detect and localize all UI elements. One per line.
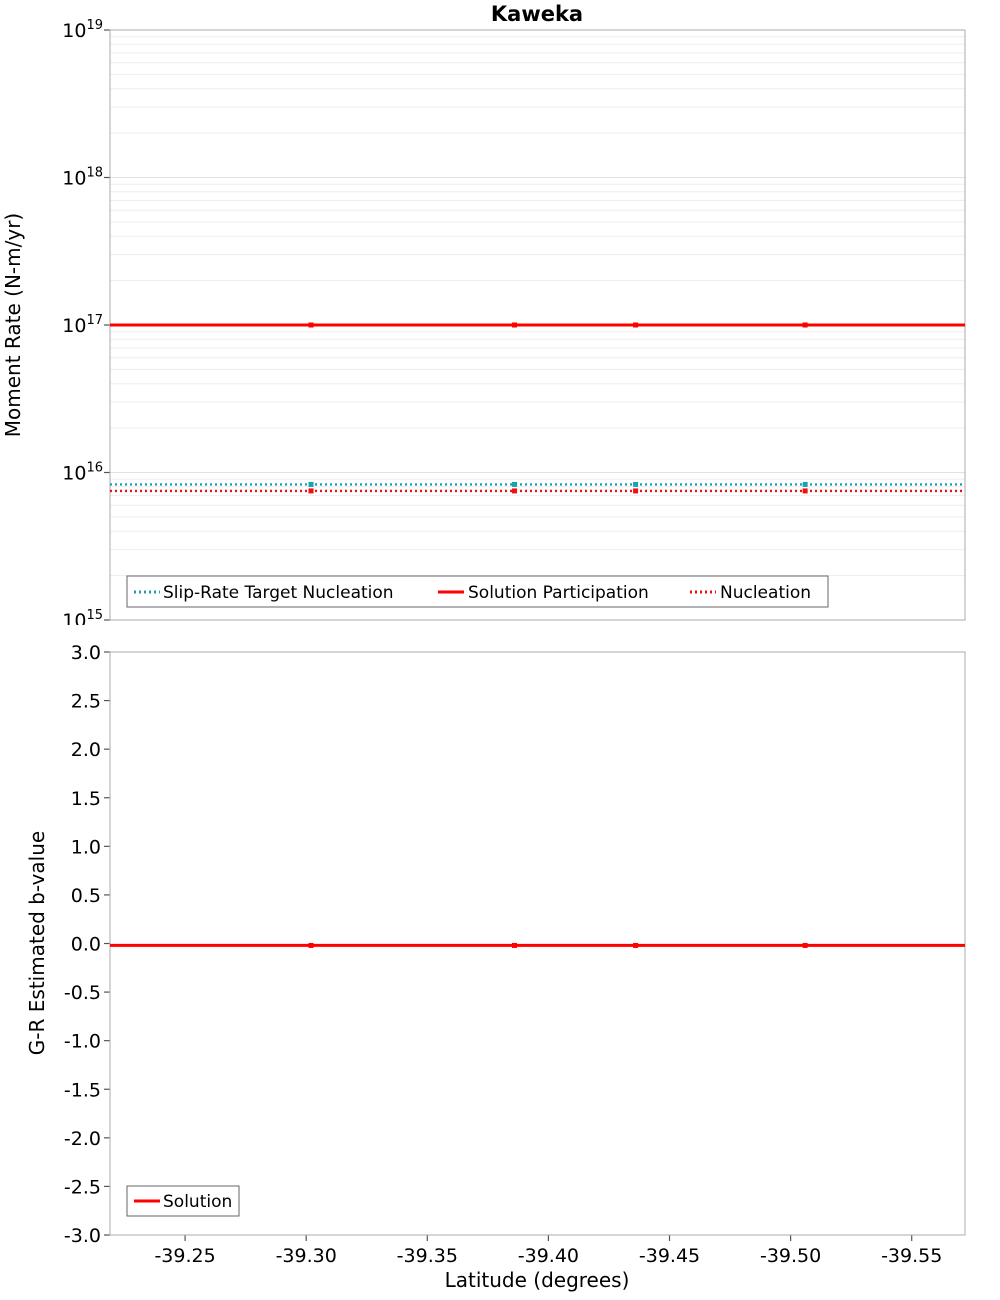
y-tick-label: -2.0 [64, 1128, 101, 1150]
y-tick-label: 0.0 [71, 934, 101, 956]
y-tick-label: 3.0 [71, 642, 101, 664]
x-tick-label: -39.25 [154, 1245, 215, 1267]
data-point-marker [511, 488, 517, 494]
data-point-marker [633, 322, 639, 328]
x-axis-label-latitude: Latitude (degrees) [445, 1268, 630, 1292]
legend-label: Solution Participation [468, 583, 649, 603]
data-point-marker [802, 942, 808, 948]
data-point-marker [802, 488, 808, 494]
y-tick-label: 1018 [62, 166, 103, 190]
y-tick-label: 1016 [62, 461, 103, 485]
data-point-marker [308, 481, 314, 487]
x-tick-label: -39.45 [639, 1245, 700, 1267]
y-tick-label: 2.5 [71, 691, 101, 713]
b-value-plot-area: 3.0 2.5 2.0 1.5 1.0 0.5 0.0 -0.5 -1.0 -1.5 -2.0 -2.… [64, 642, 966, 1267]
x-tick-label: -39.40 [518, 1245, 579, 1267]
legend-label: Nucleation [720, 583, 811, 603]
data-point-marker [802, 481, 808, 487]
chart-title: Kaweka [491, 2, 583, 26]
data-point-marker [511, 942, 517, 948]
y-tick-label: 1015 [62, 608, 103, 625]
y-tick-label: 2.0 [71, 739, 101, 761]
x-tick-label: -39.30 [276, 1245, 337, 1267]
data-point-marker [802, 322, 808, 328]
data-point-marker [308, 322, 314, 328]
data-point-marker [633, 481, 639, 487]
y-tick-label: -3.0 [64, 1225, 101, 1247]
data-point-marker [308, 488, 314, 494]
legend-label: Slip-Rate Target Nucleation [163, 583, 394, 603]
data-point-marker [308, 942, 314, 948]
y-tick-label: -2.5 [64, 1176, 101, 1198]
y-tick-label: 1019 [62, 18, 103, 42]
y-tick-label: -1.5 [64, 1079, 101, 1101]
x-tick-label: -39.35 [397, 1245, 458, 1267]
y-tick-label: -1.0 [64, 1031, 101, 1053]
y-tick-label: 1.0 [71, 836, 101, 858]
data-point-marker [633, 942, 639, 948]
x-tick-label: -39.55 [881, 1245, 942, 1267]
moment-rate-chart: Kaweka Moment Rate (N-m/yr) 1015 1016 1017… [1, 2, 966, 625]
y-axis-label-b-value: G-R Estimated b-value [25, 831, 49, 1055]
x-tick-label: -39.50 [760, 1245, 821, 1267]
y-tick-label: 0.5 [71, 885, 101, 907]
plot-border [109, 651, 966, 1236]
y-tick-label: -0.5 [64, 982, 101, 1004]
y-tick-label: 1017 [62, 313, 103, 337]
y-axis-label-moment-rate: Moment Rate (N-m/yr) [1, 213, 25, 437]
data-point-marker [511, 322, 517, 328]
moment-rate-plot-area: 1015 1016 1017 1018 1019 Slip-Rate Target Nuc… [62, 18, 966, 625]
y-tick-label: 1.5 [71, 788, 101, 810]
b-value-chart: G-R Estimated b-value Latitude (degrees)… [25, 642, 966, 1292]
data-point-marker [633, 488, 639, 494]
legend-label: Solution [163, 1192, 232, 1212]
data-point-marker [511, 481, 517, 487]
